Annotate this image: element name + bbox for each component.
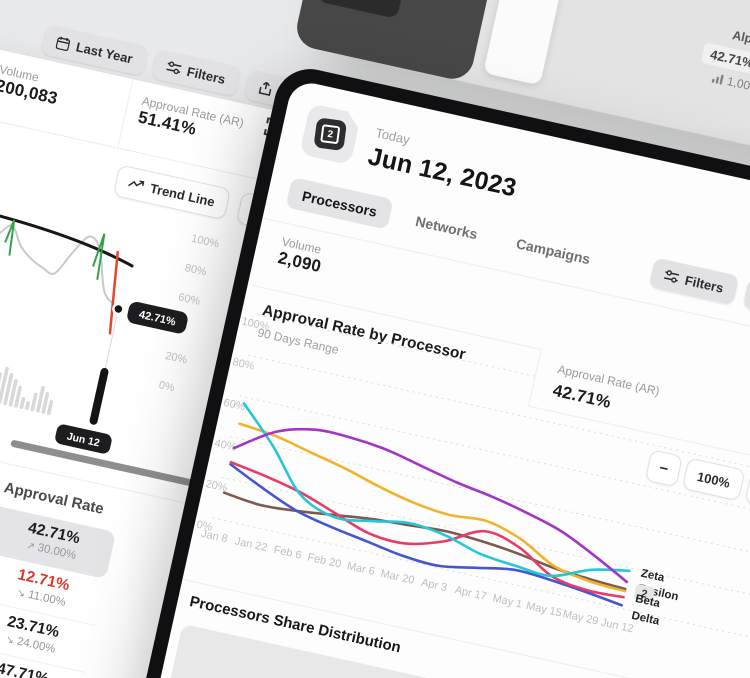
green-spike [92, 233, 106, 280]
left-dashboard-panel: Volume 200,083 Approval Rate (AR) 51.41%… [0, 36, 408, 678]
x-axis-tick: May 15 [525, 600, 563, 620]
x-axis-tick: Mar 6 [346, 560, 376, 578]
cluster-badge-label: 2 [640, 588, 649, 601]
x-axis-tick: May 29 [562, 608, 600, 628]
last-year-label: Last Year [74, 38, 135, 66]
calendar-icon [55, 36, 71, 51]
tab-processors[interactable]: Processors [285, 176, 394, 230]
y-axis-tick: 80% [184, 262, 208, 279]
background-white-card [483, 0, 562, 86]
selected-volume-bar [89, 367, 109, 425]
y-axis-tick: 60% [222, 397, 246, 414]
filters-icon [165, 61, 182, 74]
y-axis-tick: 100% [240, 316, 270, 334]
export-icon [258, 80, 272, 96]
x-axis-tick: Jan 8 [200, 528, 229, 546]
volume-bar [41, 392, 50, 414]
y-axis-tick: 60% [177, 291, 201, 308]
main-actions: Filters Export [648, 257, 750, 327]
series-line-Delta [229, 462, 624, 607]
marker-tooltip [127, 301, 188, 334]
alpha-label: Alpha [731, 28, 750, 50]
filters-icon [663, 270, 680, 283]
trend-line-label: Trend Line [148, 180, 217, 210]
main-tabs: Processors Networks Campaigns [285, 176, 607, 277]
left-export-button[interactable]: Export [243, 69, 335, 118]
trend-down-icon: ↘ [15, 587, 27, 600]
series-end-label: Zeta [640, 568, 666, 585]
left-approval-rate-stat: Approval Rate (AR) 51.41% [136, 94, 245, 150]
volume-bar [8, 378, 18, 407]
x-axis-tick: Feb 20 [306, 551, 342, 570]
background-dark-section [292, 0, 507, 83]
main-filters-button[interactable]: Filters [648, 257, 740, 306]
series-line-Epsilon [232, 427, 629, 584]
trend-up-icon: ↗ [25, 540, 36, 553]
x-axis-tick: Apr 3 [420, 577, 448, 594]
green-spike [4, 219, 16, 256]
main-filters-label: Filters [683, 272, 725, 296]
left-toolbar: Last Year Filters Export [40, 24, 335, 118]
current-date-heading: Jun 12, 2023 [365, 142, 520, 203]
logo-icon: 2 [299, 103, 361, 166]
volume-bar [46, 400, 54, 415]
volume-bar [30, 392, 38, 412]
volume-bar [3, 372, 14, 406]
main-zoom-out-button[interactable]: − [644, 449, 683, 488]
series-line-unnamed [238, 422, 627, 593]
cluster-badge [634, 584, 655, 603]
x-axis-tick: Jan 22 [234, 535, 269, 554]
actual-line [0, 201, 116, 306]
trend-line-toggle[interactable]: Trend Line [112, 164, 231, 221]
series-end-label: Delta [630, 610, 661, 628]
trend-line-icon [127, 180, 145, 187]
alpha-legend-block: Alpha 42.71% 1,000 [618, 5, 750, 94]
y-axis-tick: 20% [204, 478, 228, 495]
volume-bar [25, 401, 30, 411]
main-dashboard-panel: 2 Today Jun 12, 2023 Processors Networks C… [87, 78, 750, 678]
tab-networks[interactable]: Networks [414, 212, 480, 242]
y-axis-tick: 20% [164, 350, 188, 367]
alpha-volume-value: 1,000 [725, 74, 750, 95]
tab-campaigns[interactable]: Campaigns [514, 234, 592, 267]
last-year-button[interactable]: Last Year [40, 24, 149, 77]
selected-date-pill [55, 424, 112, 454]
background-dashboard-panel: Alpha 42.71% 1,000 [292, 0, 750, 333]
left-volume-stat: Volume 200,083 [0, 62, 62, 109]
marker-dot [112, 302, 125, 316]
volume-bar [14, 386, 22, 408]
series-end-label: Beta [634, 593, 662, 610]
y-axis-tick: 80% [231, 356, 255, 373]
x-axis-tick: Mar 20 [379, 568, 415, 587]
x-axis-tick: Jun 12 [600, 617, 635, 636]
volume-bar [19, 397, 26, 409]
y-axis-tick: 40% [213, 437, 237, 454]
y-axis-tick: 100% [190, 233, 220, 251]
drop-line [108, 250, 119, 335]
x-axis-tick: Apr 17 [454, 584, 488, 603]
crosshair-line [104, 314, 118, 371]
volume-bar [0, 366, 9, 405]
main-export-button[interactable]: Export [742, 278, 750, 327]
y-axis-tick: 0% [158, 379, 176, 394]
trend-down-icon: ↘ [4, 634, 16, 647]
trend-line [0, 198, 134, 268]
series-line-Zeta [242, 402, 631, 578]
main-volume-stat: Volume 2,090 [276, 234, 326, 277]
main-device-frame: 2 Today Jun 12, 2023 Processors Networks C… [70, 62, 750, 678]
alpha-volume: 1,000 [618, 50, 750, 94]
bar-chart-icon [711, 74, 724, 85]
x-axis-tick: Feb 6 [273, 544, 303, 562]
volume-bar [36, 385, 45, 413]
x-axis-tick: May 1 [491, 592, 523, 610]
left-filters-label: Filters [185, 63, 227, 87]
left-filters-button[interactable]: Filters [150, 48, 242, 97]
background-tooltip-card [316, 0, 417, 19]
y-axis-tick: 0% [195, 519, 213, 534]
